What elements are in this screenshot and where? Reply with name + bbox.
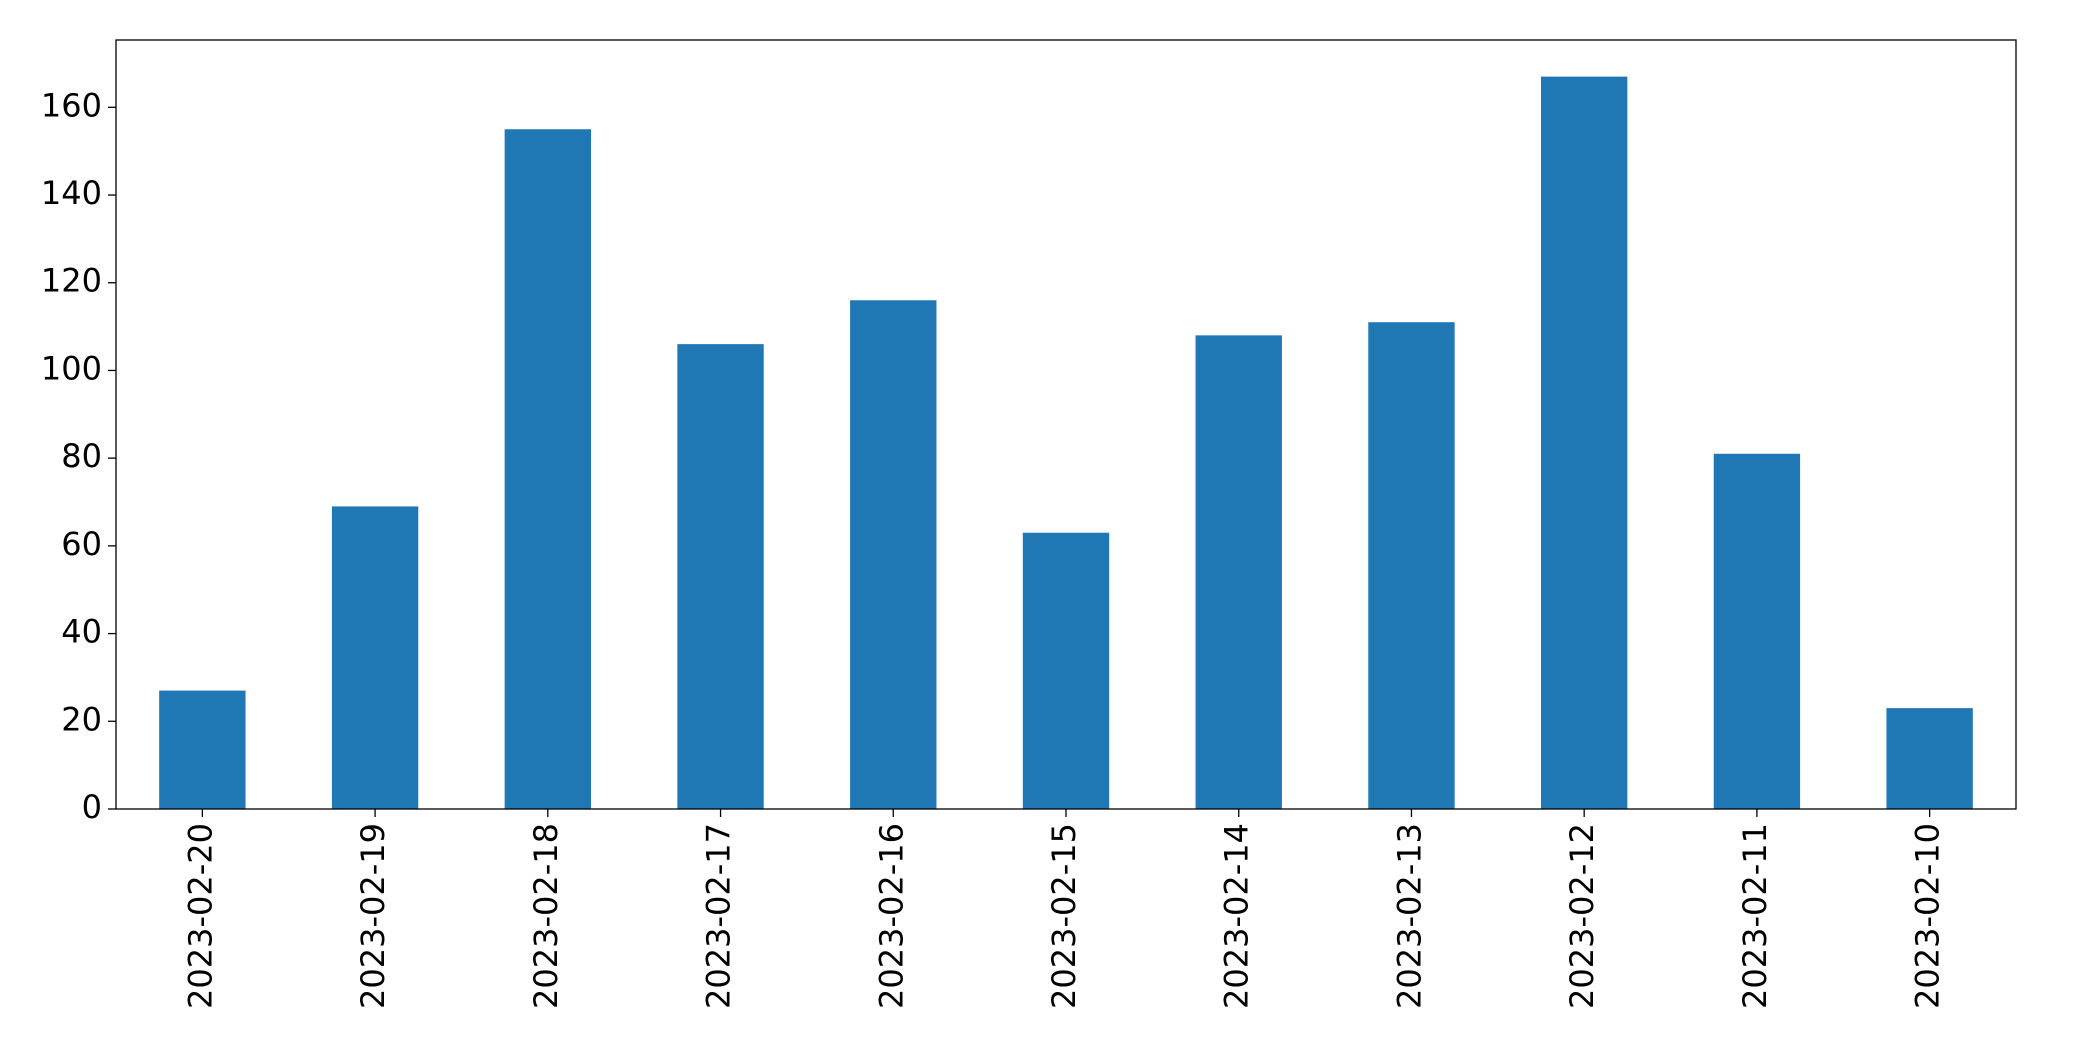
y-tick-label: 60 <box>61 525 102 563</box>
bar <box>677 344 764 809</box>
y-tick-label: 40 <box>61 613 102 651</box>
bar <box>1368 322 1455 809</box>
x-tick-label: 2023-02-13 <box>1390 823 1428 1009</box>
y-tick-label: 20 <box>61 700 102 738</box>
bar <box>1541 76 1628 810</box>
bar <box>850 300 937 809</box>
x-tick-label: 2023-02-19 <box>354 823 392 1009</box>
x-tick-label: 2023-02-11 <box>1736 823 1774 1009</box>
x-tick-label: 2023-02-14 <box>1218 823 1256 1009</box>
x-tick-label: 2023-02-12 <box>1563 823 1601 1009</box>
y-tick-label: 0 <box>82 788 102 826</box>
y-tick-label: 80 <box>61 437 102 475</box>
x-tick-label: 2023-02-15 <box>1045 823 1083 1009</box>
y-tick-label: 140 <box>41 174 102 212</box>
bar <box>1195 335 1282 809</box>
bar <box>504 129 591 809</box>
y-tick-label: 120 <box>41 262 102 300</box>
y-tick-label: 160 <box>41 86 102 124</box>
bar <box>1886 708 1973 809</box>
y-tick-label: 100 <box>41 349 102 387</box>
bar <box>331 506 419 809</box>
plot-frame <box>115 39 2017 810</box>
x-tick-label: 2023-02-18 <box>527 823 565 1009</box>
bar <box>159 690 246 809</box>
x-tick-label: 2023-02-10 <box>1909 823 1947 1009</box>
x-tick-label: 2023-02-17 <box>700 823 738 1009</box>
bar <box>1713 453 1801 809</box>
x-tick-label: 2023-02-16 <box>872 823 910 1009</box>
x-tick-label: 2023-02-20 <box>181 823 219 1009</box>
bar <box>1022 532 1110 809</box>
